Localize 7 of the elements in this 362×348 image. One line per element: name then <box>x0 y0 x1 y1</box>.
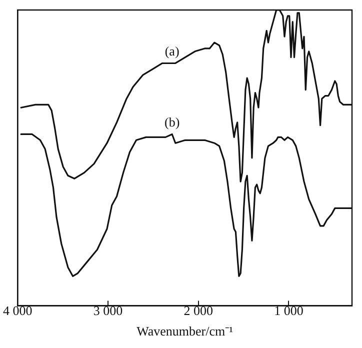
series-label: (a) <box>164 44 180 59</box>
x-tick-label: 4 000 <box>3 303 32 318</box>
x-tick-label: 3 000 <box>93 303 123 318</box>
x-tick-label: 2 000 <box>184 303 213 318</box>
x-tick-label: 1 000 <box>274 303 304 318</box>
series-label: (b) <box>164 114 180 130</box>
x-axis-title: Wavenumber/cm⁻¹ <box>136 324 234 339</box>
